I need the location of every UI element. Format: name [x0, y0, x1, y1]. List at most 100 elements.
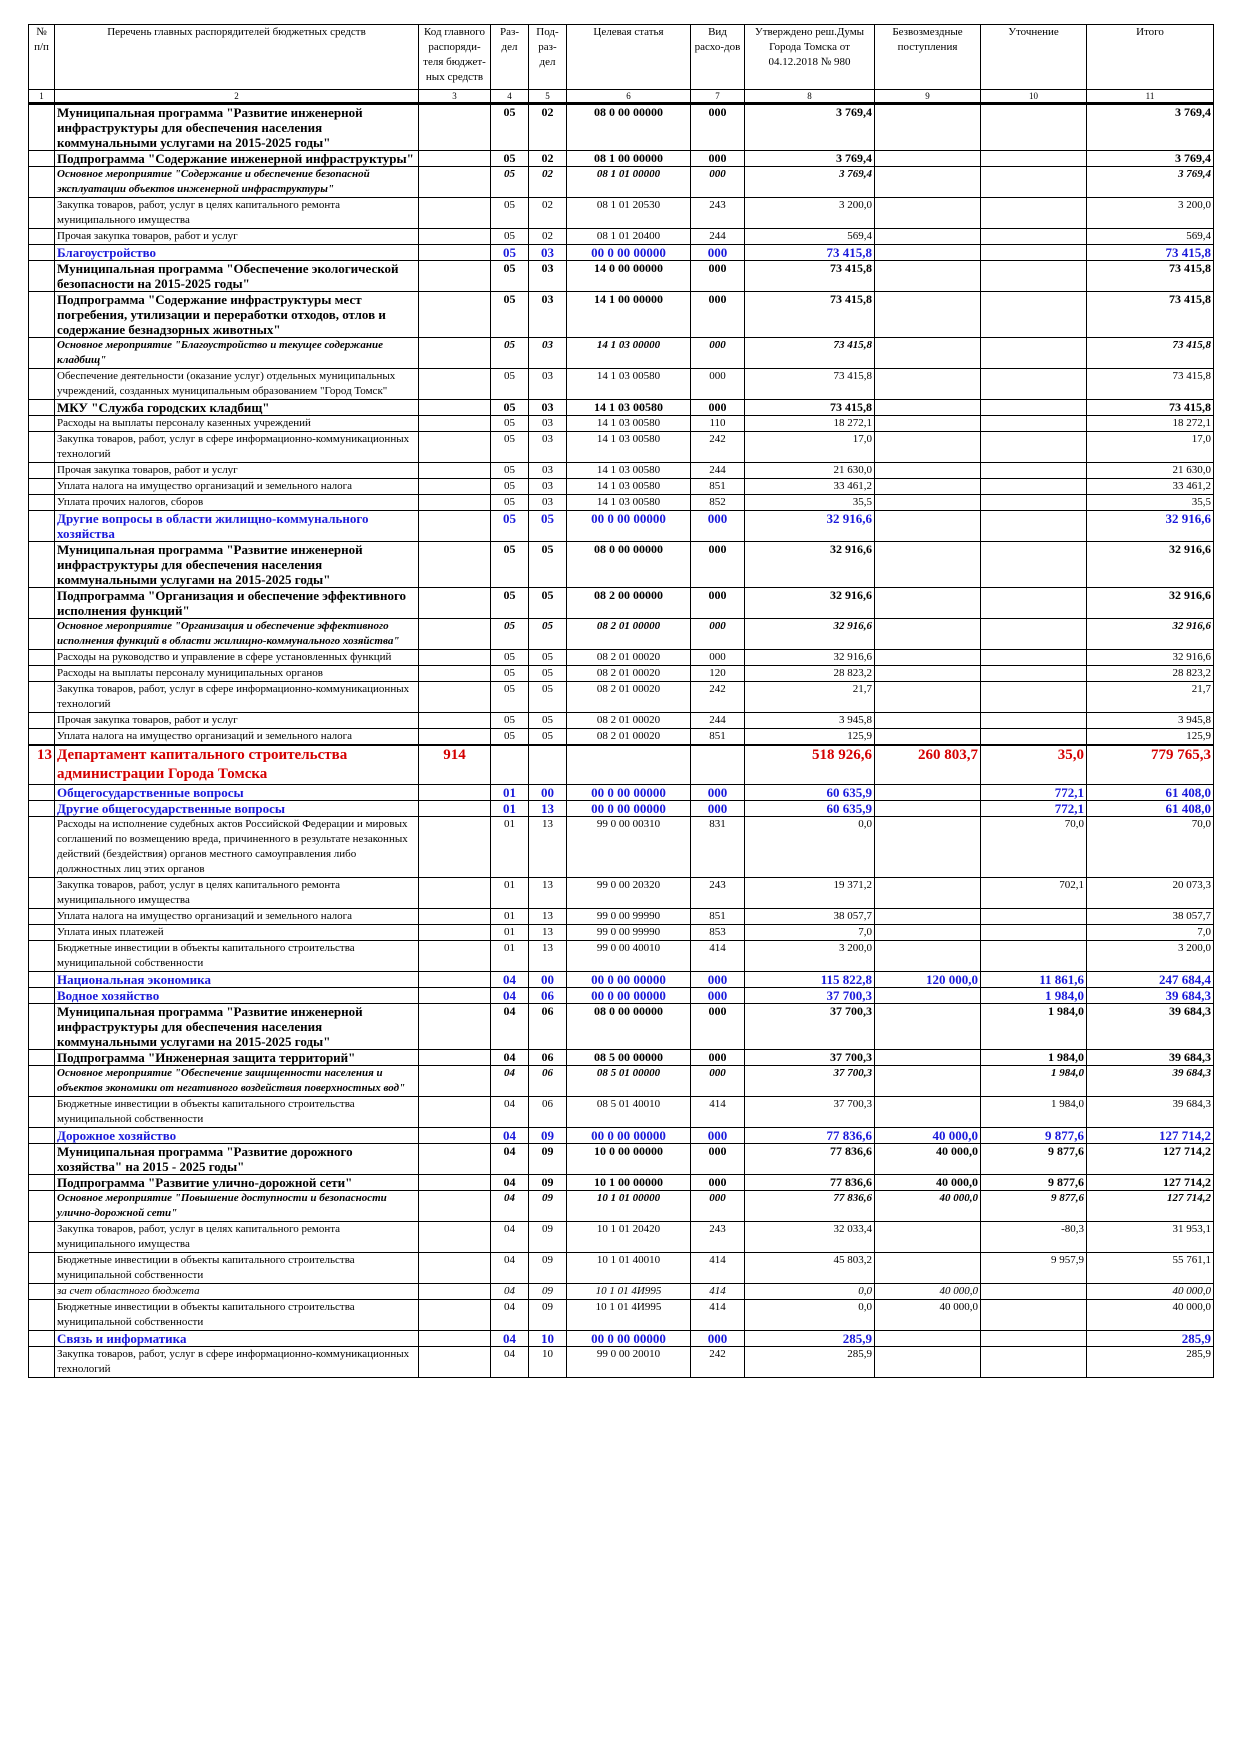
- row-code: [418, 260, 491, 292]
- row-expense-type: 000: [690, 1330, 745, 1347]
- row-section: 05: [490, 541, 529, 588]
- row-approved: 285,9: [744, 1346, 875, 1378]
- row-number: [28, 665, 55, 682]
- row-name: Закупка товаров, работ, услуг в целях ка…: [54, 1221, 419, 1253]
- row-target-item: 00 0 00 00000: [566, 784, 691, 801]
- row-name: Национальная экономика: [54, 971, 419, 988]
- row-adjustment: [980, 908, 1087, 925]
- row-subsection: [528, 744, 567, 785]
- row-subsection: 05: [528, 510, 567, 542]
- row-approved: 125,9: [744, 728, 875, 746]
- row-free-receipts: [874, 908, 981, 925]
- row-name: Связь и информатика: [54, 1330, 419, 1347]
- row-number: [28, 166, 55, 198]
- row-number: [28, 197, 55, 229]
- row-expense-type: 120: [690, 665, 745, 682]
- row-code: [418, 244, 491, 261]
- table-row: Основное мероприятие "Содержание и обесп…: [28, 166, 1214, 198]
- row-target-item: 10 1 01 4И995: [566, 1299, 691, 1331]
- row-subsection: 10: [528, 1346, 567, 1378]
- column-header: Итого: [1086, 24, 1214, 90]
- row-code: [418, 1190, 491, 1222]
- column-number: 9: [874, 89, 981, 105]
- row-number: [28, 260, 55, 292]
- row-target-item: 08 0 00 00000: [566, 541, 691, 588]
- row-total: 7,0: [1086, 924, 1214, 941]
- table-row: Основное мероприятие "Благоустройство и …: [28, 337, 1214, 369]
- row-name: Водное хозяйство: [54, 987, 419, 1004]
- row-adjustment: 9 877,6: [980, 1143, 1087, 1175]
- row-total: 40 000,0: [1086, 1299, 1214, 1331]
- row-code: [418, 1252, 491, 1284]
- column-number: 5: [528, 89, 567, 105]
- row-section: 05: [490, 244, 529, 261]
- row-approved: 37 700,3: [744, 1096, 875, 1128]
- row-free-receipts: [874, 510, 981, 542]
- row-subsection: 03: [528, 494, 567, 511]
- row-adjustment: [980, 399, 1087, 416]
- row-approved: 285,9: [744, 1330, 875, 1347]
- row-free-receipts: 40 000,0: [874, 1143, 981, 1175]
- row-code: [418, 784, 491, 801]
- table-row: Основное мероприятие "Организация и обес…: [28, 618, 1214, 650]
- row-approved: 73 415,8: [744, 244, 875, 261]
- row-code: [418, 1065, 491, 1097]
- row-total: 32 916,6: [1086, 649, 1214, 666]
- row-number: [28, 399, 55, 416]
- row-section: 04: [490, 1190, 529, 1222]
- row-approved: 60 635,9: [744, 800, 875, 817]
- row-number: [28, 1221, 55, 1253]
- row-target-item: 14 1 00 00000: [566, 291, 691, 338]
- table-row: Расходы на выплаты персоналу муниципальн…: [28, 665, 1214, 682]
- row-name: Обеспечение деятельности (оказание услуг…: [54, 368, 419, 400]
- row-adjustment: 1 984,0: [980, 1049, 1087, 1066]
- row-code: [418, 618, 491, 650]
- row-code: [418, 712, 491, 729]
- row-name: Основное мероприятие "Содержание и обесп…: [54, 166, 419, 198]
- table-row: Уплата налога на имущество организаций и…: [28, 478, 1214, 495]
- row-section: 04: [490, 971, 529, 988]
- row-free-receipts: [874, 784, 981, 801]
- row-adjustment: 772,1: [980, 784, 1087, 801]
- row-section: 04: [490, 1221, 529, 1253]
- row-subsection: 09: [528, 1252, 567, 1284]
- row-free-receipts: [874, 712, 981, 729]
- row-subsection: 09: [528, 1143, 567, 1175]
- row-number: [28, 587, 55, 619]
- row-subsection: 06: [528, 1049, 567, 1066]
- row-free-receipts: [874, 197, 981, 229]
- row-expense-type: 000: [690, 399, 745, 416]
- row-free-receipts: [874, 478, 981, 495]
- row-approved: 3 200,0: [744, 940, 875, 972]
- row-total: 779 765,3: [1086, 744, 1214, 785]
- row-subsection: 06: [528, 1065, 567, 1097]
- row-target-item: 14 1 03 00580: [566, 431, 691, 463]
- row-free-receipts: [874, 649, 981, 666]
- row-name: Уплата иных платежей: [54, 924, 419, 941]
- row-total: 73 415,8: [1086, 337, 1214, 369]
- row-name: Закупка товаров, работ, услуг в сфере ин…: [54, 681, 419, 713]
- row-target-item: 14 1 03 00580: [566, 478, 691, 495]
- row-total: 32 916,6: [1086, 510, 1214, 542]
- row-free-receipts: [874, 494, 981, 511]
- row-total: 73 415,8: [1086, 399, 1214, 416]
- row-expense-type: 110: [690, 415, 745, 432]
- row-approved: 73 415,8: [744, 291, 875, 338]
- row-free-receipts: [874, 1252, 981, 1284]
- row-free-receipts: 40 000,0: [874, 1299, 981, 1331]
- row-code: [418, 649, 491, 666]
- row-subsection: 00: [528, 971, 567, 988]
- row-adjustment: 35,0: [980, 744, 1087, 785]
- row-expense-type: 243: [690, 877, 745, 909]
- row-section: 04: [490, 1143, 529, 1175]
- row-expense-type: 000: [690, 1174, 745, 1191]
- row-number: 13: [28, 744, 55, 785]
- row-target-item: 10 0 00 00000: [566, 1143, 691, 1175]
- row-approved: 77 836,6: [744, 1174, 875, 1191]
- row-expense-type: 000: [690, 1065, 745, 1097]
- row-adjustment: [980, 587, 1087, 619]
- row-section: 01: [490, 800, 529, 817]
- row-subsection: 05: [528, 665, 567, 682]
- row-subsection: 13: [528, 924, 567, 941]
- row-subsection: 00: [528, 784, 567, 801]
